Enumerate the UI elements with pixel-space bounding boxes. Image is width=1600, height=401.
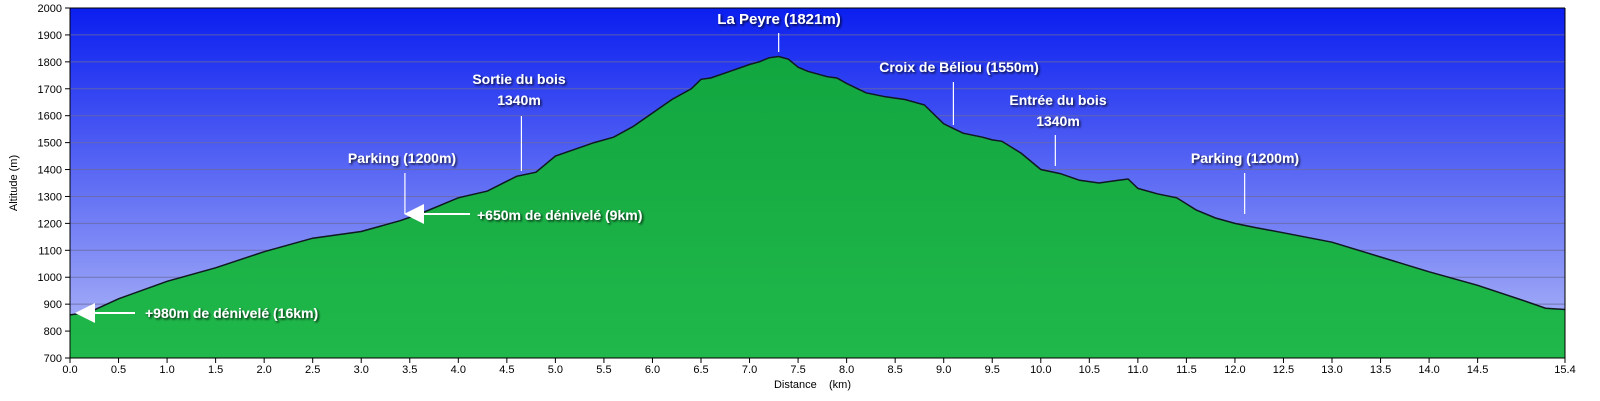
x-tick-label: 14.5 xyxy=(1467,364,1488,376)
y-tick-label: 1300 xyxy=(38,191,62,203)
y-tick-label: 1800 xyxy=(38,57,62,69)
y-tick-label: 1500 xyxy=(38,138,62,150)
annotation-label: Parking (1200m) xyxy=(348,150,456,166)
y-tick-label: 1000 xyxy=(38,272,62,284)
annotation: Entrée du bois 1340m xyxy=(1009,92,1107,166)
y-tick-label: 1100 xyxy=(38,245,62,257)
x-tick-label: 15.4 xyxy=(1554,364,1575,376)
annotation-label: 1340m xyxy=(497,92,541,108)
elevation-area xyxy=(70,56,1565,358)
y-axis-title: Altitude (m) xyxy=(8,155,20,211)
y-tick-label: 1200 xyxy=(38,218,62,230)
annotation-label: 1340m xyxy=(1036,113,1080,129)
x-tick-label: 7.0 xyxy=(742,364,757,376)
x-tick-label: 13.5 xyxy=(1370,364,1391,376)
elevation-line xyxy=(69,55,1566,316)
annotation: Sortie du bois 1340m xyxy=(472,71,566,171)
axes xyxy=(69,7,1566,359)
x-tick-label: 0.5 xyxy=(111,364,126,376)
annotation-label: La Peyre (1821m) xyxy=(717,11,840,28)
annotation: Parking (1200m) xyxy=(1191,150,1299,214)
y-tick-label: 1700 xyxy=(38,84,62,96)
x-tick-label: 6.0 xyxy=(645,364,660,376)
x-tick-label: 8.0 xyxy=(839,364,854,376)
y-tick-label: 700 xyxy=(44,353,62,365)
x-tick-label: 12.5 xyxy=(1273,364,1294,376)
annotation: Croix de Béliou (1550m) xyxy=(879,59,1039,125)
x-tick-label: 11.5 xyxy=(1176,364,1197,376)
x-tick-label: 3.0 xyxy=(354,364,369,376)
annotation-label: Entrée du bois xyxy=(1009,92,1106,108)
annotation: +650m de dénivelé (9km) xyxy=(404,204,642,224)
x-axis-title: Distance (km) xyxy=(774,379,851,391)
x-tick-label: 1.5 xyxy=(208,364,223,376)
x-tick-label: 8.5 xyxy=(888,364,903,376)
annotation-label: Parking (1200m) xyxy=(1191,150,1299,166)
x-tick-label: 6.5 xyxy=(693,364,708,376)
x-tick-label: 4.0 xyxy=(451,364,466,376)
annotation: La Peyre (1821m) xyxy=(717,11,841,52)
annotation-label: +980m de dénivelé (16km) xyxy=(145,305,318,321)
annotation-label: Croix de Béliou (1550m) xyxy=(879,59,1039,75)
x-axis-ticks: 0.0 0.5 1.0 1.5 2.0 2.5 3.0 3.5 4.0 4.5 5.0 5.5 6.0 6… xyxy=(62,358,1576,376)
x-tick-label: 1.0 xyxy=(159,364,174,376)
x-tick-label: 14.0 xyxy=(1418,364,1439,376)
x-tick-label: 4.5 xyxy=(499,364,514,376)
y-axis-ticks: 700 800 900 1000 1100 1200 1300 1400 1500 1600 170… xyxy=(38,3,70,365)
x-tick-label: 5.5 xyxy=(596,364,611,376)
x-tick-label: 10.5 xyxy=(1079,364,1100,376)
y-tick-label: 1600 xyxy=(38,111,62,123)
y-tick-label: 900 xyxy=(44,299,62,311)
annotation: +980m de dénivelé (16km) xyxy=(75,303,318,323)
x-tick-label: 11.0 xyxy=(1128,364,1149,376)
x-tick-label: 13.0 xyxy=(1321,364,1342,376)
annotation-label: Sortie du bois xyxy=(472,71,566,87)
x-tick-label: 9.0 xyxy=(936,364,951,376)
x-tick-label: 2.5 xyxy=(305,364,320,376)
annotation-label: +650m de dénivelé (9km) xyxy=(477,207,642,223)
y-tick-label: 1900 xyxy=(38,30,62,42)
x-tick-label: 0.0 xyxy=(62,364,77,376)
x-tick-label: 7.5 xyxy=(790,364,805,376)
y-tick-label: 800 xyxy=(44,326,62,338)
x-tick-label: 3.5 xyxy=(402,364,417,376)
x-tick-label: 9.5 xyxy=(985,364,1000,376)
y-tick-label: 2000 xyxy=(38,3,62,15)
x-tick-label: 2.0 xyxy=(257,364,272,376)
x-tick-label: 5.0 xyxy=(548,364,563,376)
x-tick-label: 12.0 xyxy=(1224,364,1245,376)
y-tick-label: 1400 xyxy=(38,165,62,177)
x-tick-label: 10.0 xyxy=(1030,364,1051,376)
annotations: La Peyre (1821m) Sortie du bois 1340m Parki… xyxy=(75,11,1299,323)
